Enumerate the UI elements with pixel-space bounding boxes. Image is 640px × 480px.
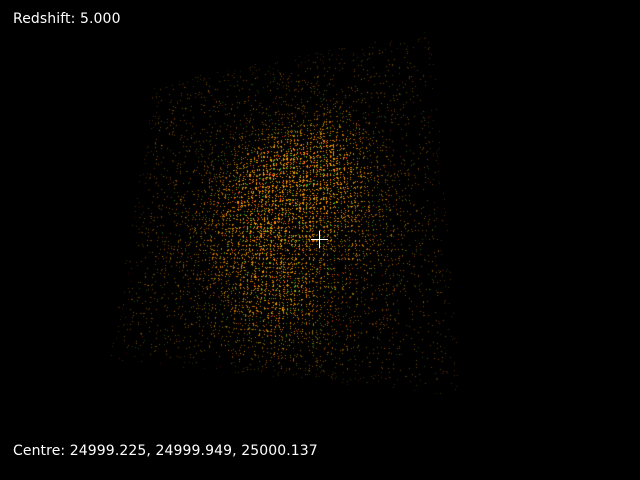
centre-crosshair-icon (311, 231, 328, 248)
crosshair-vertical (319, 231, 320, 248)
redshift-readout: Redshift: 5.000 (13, 11, 121, 27)
centre-readout: Centre: 24999.225, 24999.949, 25000.137 (13, 443, 318, 459)
